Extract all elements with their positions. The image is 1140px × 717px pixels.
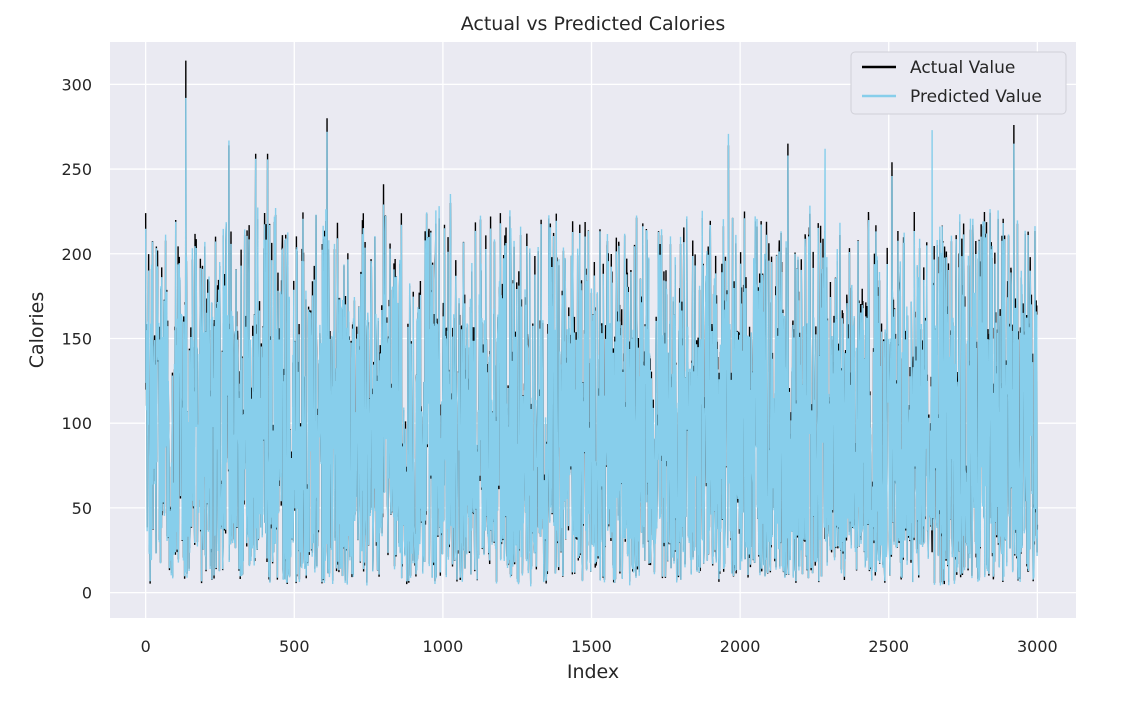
- y-tick-label: 200: [61, 245, 92, 264]
- x-tick-label: 3000: [1017, 637, 1058, 656]
- x-tick-label: 2000: [720, 637, 761, 656]
- x-axis-label: Index: [567, 661, 619, 683]
- legend-label-actual: Actual Value: [910, 58, 1015, 78]
- x-tick-label: 2500: [868, 637, 909, 656]
- line-predicted-value: [144, 97, 1039, 587]
- legend-label-predicted: Predicted Value: [910, 87, 1042, 107]
- x-tick-label: 500: [279, 637, 310, 656]
- y-tick-label: 300: [61, 75, 92, 94]
- y-tick-label: 250: [61, 160, 92, 179]
- x-tick-label: 1000: [423, 637, 464, 656]
- chart-title: Actual vs Predicted Calories: [461, 13, 725, 35]
- y-tick-label: 0: [82, 584, 92, 603]
- y-axis-label: Calories: [26, 292, 48, 369]
- y-axis-ticks: 0 50 100 150 200 250 300: [61, 75, 92, 602]
- legend: Actual Value Predicted Value: [850, 51, 1067, 115]
- x-axis-ticks: 0 500 1000 1500 2000 2500 3000: [141, 637, 1058, 656]
- y-tick-label: 100: [61, 414, 92, 433]
- y-tick-label: 150: [61, 329, 92, 348]
- y-tick-label: 50: [72, 499, 92, 518]
- x-tick-label: 0: [141, 637, 151, 656]
- series-predicted-value: [144, 97, 1039, 587]
- legend-box: [850, 51, 1067, 115]
- x-tick-label: 1500: [571, 637, 612, 656]
